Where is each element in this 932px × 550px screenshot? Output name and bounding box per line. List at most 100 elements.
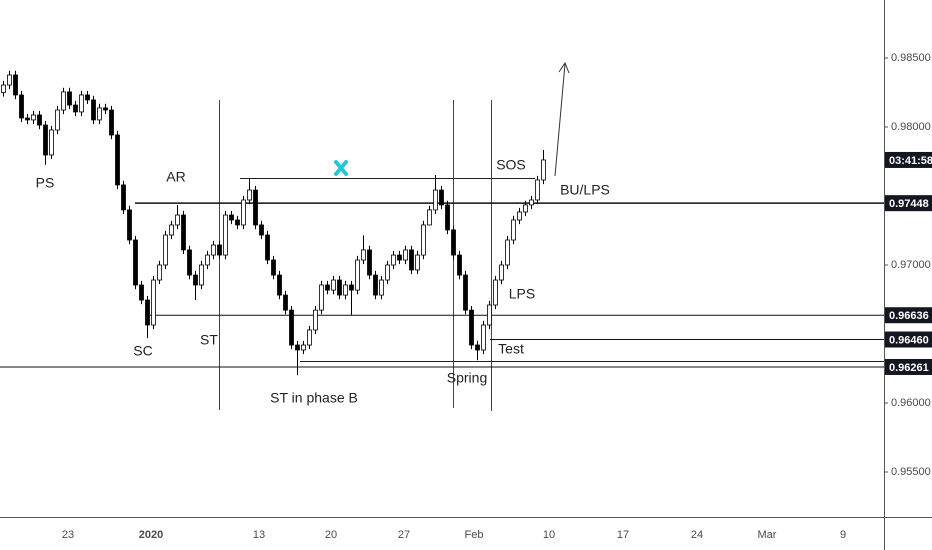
candle-body xyxy=(109,109,114,136)
candle-body xyxy=(217,244,222,256)
candle-body xyxy=(433,189,438,211)
candle-body xyxy=(397,254,402,261)
candle-body xyxy=(289,309,294,346)
candle-body xyxy=(343,284,348,296)
candle-body xyxy=(487,304,492,326)
candle-body xyxy=(181,214,186,251)
x-tick-label: 27 xyxy=(398,529,410,541)
candle-body xyxy=(157,264,162,281)
x-tick-label: 13 xyxy=(253,529,265,541)
candle-body xyxy=(25,117,30,121)
candle-body xyxy=(535,179,540,201)
x-tick-label: 23 xyxy=(62,529,74,541)
candle-body xyxy=(427,209,432,226)
candle-body xyxy=(379,279,384,296)
annotation: ST xyxy=(200,332,218,348)
candle-body xyxy=(85,94,90,101)
level-label-box xyxy=(885,307,932,324)
y-tick-label: 0.98500 xyxy=(891,52,931,64)
x-tick-label: Mar xyxy=(758,529,777,541)
cross-marker xyxy=(334,160,348,176)
x-tick-label: 9 xyxy=(840,529,846,541)
candle-body xyxy=(169,224,174,236)
countdown-label: 03:41:58 xyxy=(889,155,932,167)
level-label: 0.96460 xyxy=(889,334,929,346)
candle-body xyxy=(91,99,96,121)
y-tick-label: 0.96000 xyxy=(891,397,931,409)
candle-body xyxy=(247,189,252,201)
annotation: SC xyxy=(133,343,152,359)
candle-body xyxy=(367,249,372,276)
candle-body xyxy=(151,279,156,326)
y-tick-label: 0.95500 xyxy=(891,466,931,478)
candle-body xyxy=(499,264,504,281)
candle-body xyxy=(403,249,408,261)
candle-body xyxy=(385,264,390,281)
candle-body xyxy=(115,134,120,186)
annotation: LPS xyxy=(509,286,535,302)
candle-body xyxy=(301,344,306,351)
candle-body xyxy=(325,284,330,291)
candle-body xyxy=(79,94,84,113)
candle-body xyxy=(349,284,354,291)
candle-body xyxy=(475,344,480,351)
candle-body xyxy=(97,107,102,121)
candle-body xyxy=(67,91,72,106)
candle-body xyxy=(211,244,216,256)
candle-body xyxy=(541,159,546,181)
candle-body xyxy=(457,254,462,276)
candle-body xyxy=(481,324,486,351)
candle-body xyxy=(205,254,210,266)
candle-body xyxy=(511,219,516,241)
x-tick-label: 2020 xyxy=(139,529,163,541)
candle-body xyxy=(55,109,60,131)
candle-body xyxy=(7,74,12,86)
candle-body xyxy=(1,84,6,93)
candle-body xyxy=(37,114,42,126)
candle-body xyxy=(145,299,150,326)
candle-body xyxy=(271,259,276,276)
candle-body xyxy=(49,129,54,156)
annotation: Test xyxy=(498,341,524,357)
projection-arrow xyxy=(554,63,566,177)
candle-body xyxy=(391,254,396,266)
annotation: AR xyxy=(166,169,185,185)
candle-body xyxy=(529,199,534,206)
candle-body xyxy=(319,284,324,311)
candle-body xyxy=(199,264,204,286)
y-tick-label: 0.97000 xyxy=(891,259,931,271)
candle-body xyxy=(139,284,144,301)
candle-body xyxy=(277,274,282,296)
candle-body xyxy=(265,234,270,261)
candle-body xyxy=(331,279,336,291)
candle-body xyxy=(253,189,258,226)
candle-body xyxy=(259,224,264,236)
level-label-box xyxy=(885,331,932,348)
candle-body xyxy=(517,211,522,221)
candle-body xyxy=(295,344,300,351)
candle-body xyxy=(223,214,228,256)
candle-body xyxy=(241,199,246,226)
candle-body xyxy=(463,274,468,311)
candle-body xyxy=(409,249,414,271)
x-tick-label: 24 xyxy=(691,529,703,541)
annotation: PS xyxy=(36,175,55,191)
annotation: BU/LPS xyxy=(560,182,610,198)
candle-body xyxy=(313,309,318,331)
x-tick-label: 20 xyxy=(325,529,337,541)
candle-body xyxy=(307,329,312,346)
x-tick-label: 17 xyxy=(617,529,629,541)
candle-body xyxy=(175,214,180,226)
candle-body xyxy=(337,279,342,296)
candle-body xyxy=(451,229,456,256)
candle-body xyxy=(421,224,426,256)
x-tick-label: Feb xyxy=(465,529,484,541)
arrow-head xyxy=(558,61,570,74)
level-label-box xyxy=(885,358,932,375)
candle-body xyxy=(355,259,360,291)
candle-body xyxy=(283,294,288,311)
candle-body xyxy=(19,94,24,119)
annotation: Spring xyxy=(447,370,487,386)
